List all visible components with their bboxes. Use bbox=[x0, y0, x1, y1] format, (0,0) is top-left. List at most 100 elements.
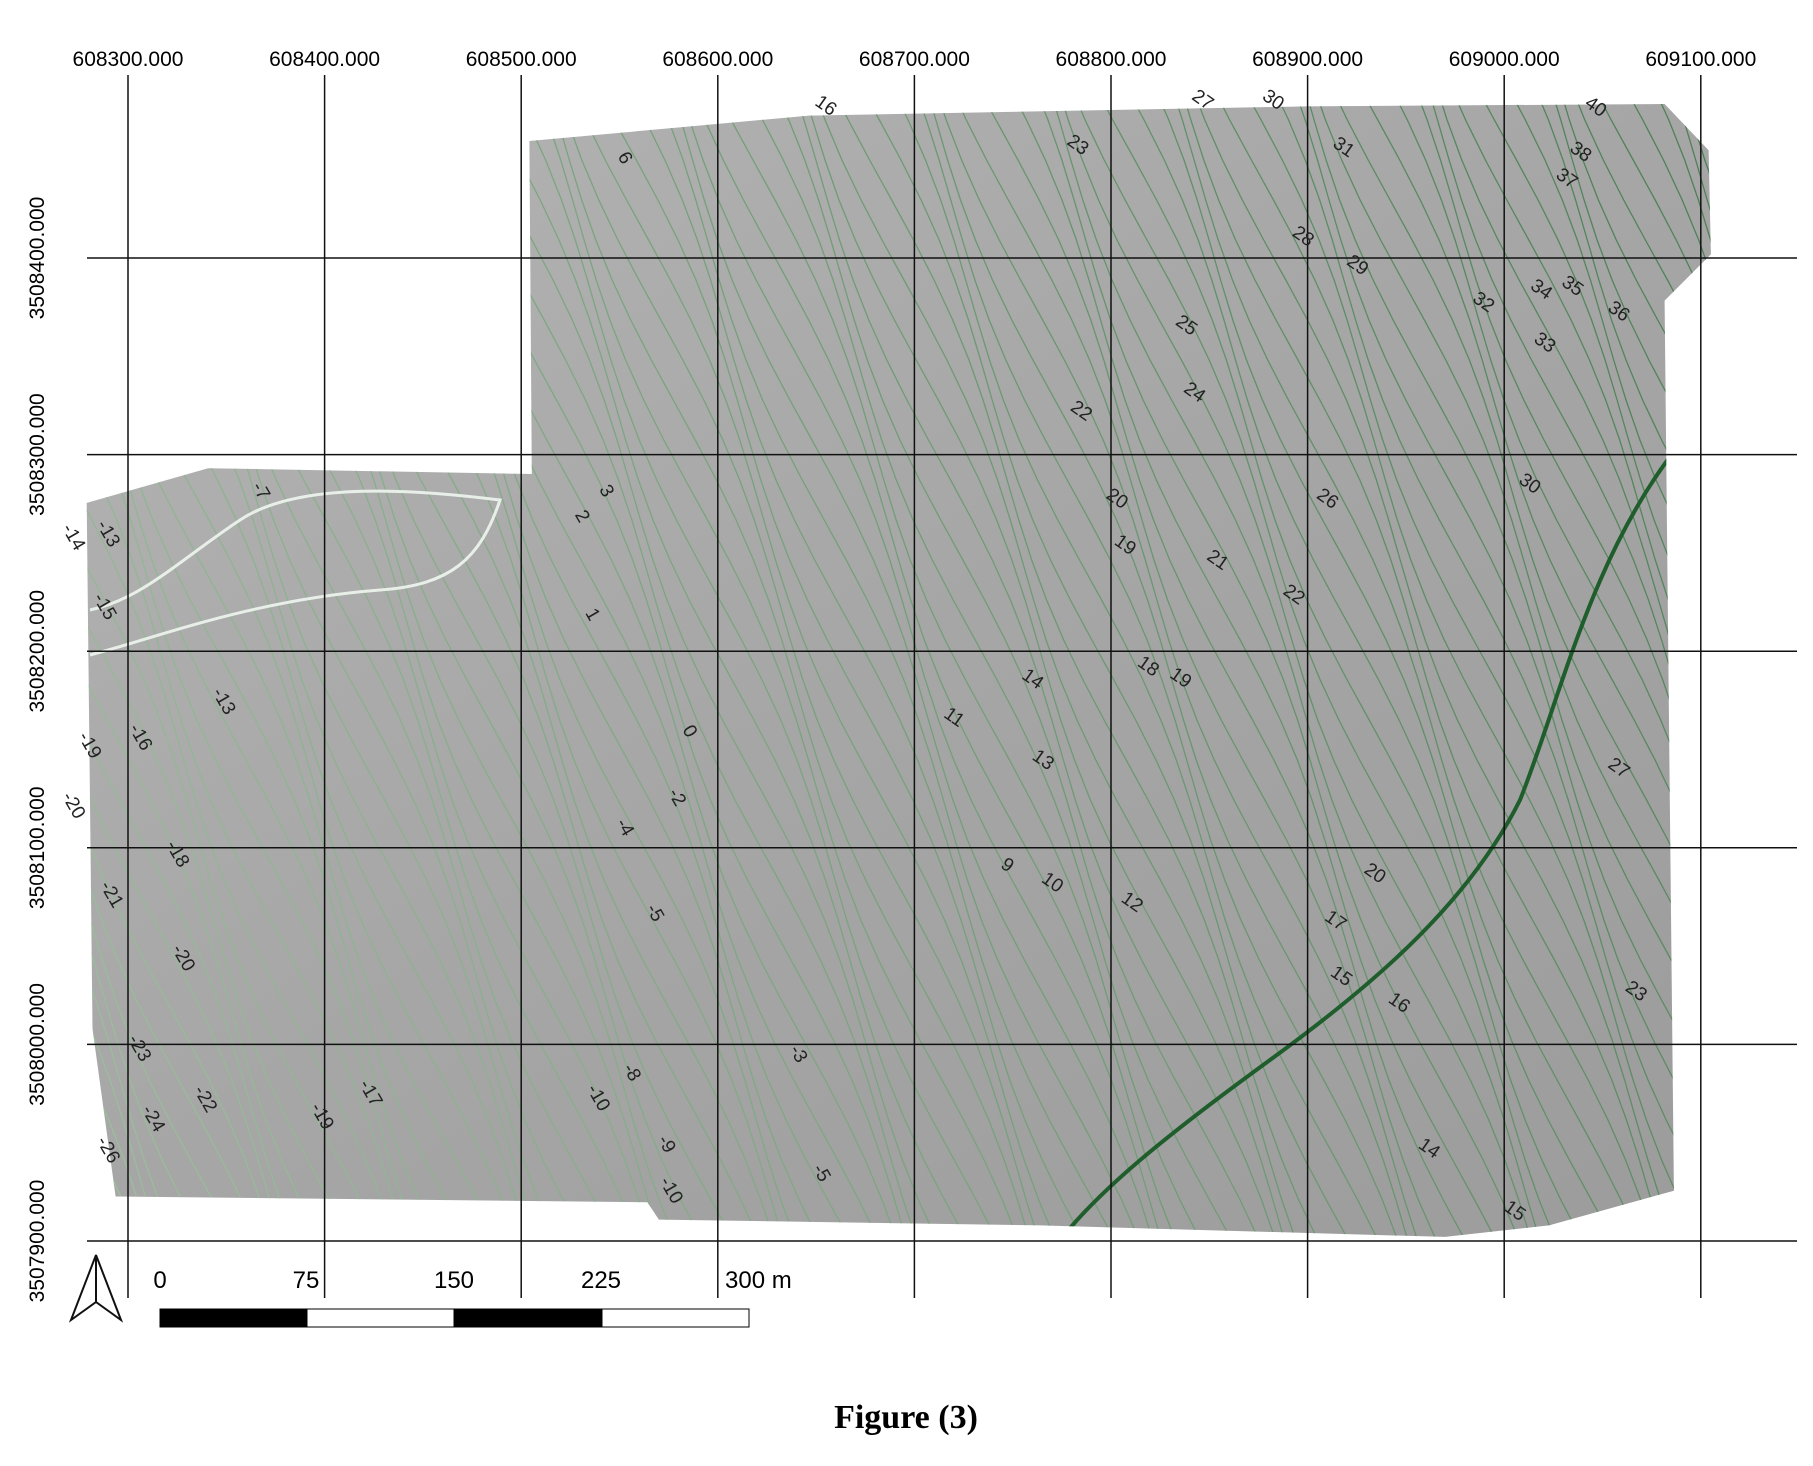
contour bbox=[947, 104, 1437, 1237]
x-grid-label: 609000.000 bbox=[1449, 48, 1560, 71]
contour bbox=[86, 104, 204, 1237]
contour bbox=[1425, 104, 1711, 1237]
contour bbox=[1055, 104, 1541, 1237]
contour bbox=[86, 104, 499, 1237]
contour bbox=[856, 104, 1349, 1237]
contour bbox=[1150, 104, 1640, 1237]
stream-channel bbox=[89, 489, 503, 657]
contour bbox=[911, 104, 1399, 1237]
x-grid-label: 608600.000 bbox=[662, 48, 773, 71]
contour bbox=[86, 104, 439, 1237]
contour bbox=[86, 104, 260, 1237]
contour bbox=[932, 104, 1419, 1237]
contour bbox=[800, 104, 1286, 1237]
contour bbox=[86, 104, 469, 1237]
grid: 608300.000 608400.000 608500.000 608600.000… bbox=[26, 48, 1797, 1302]
y-grid-label: 3508200.000 bbox=[26, 590, 49, 713]
x-grid-label: 608400.000 bbox=[269, 48, 380, 71]
contour bbox=[1355, 104, 1711, 1237]
contour bbox=[447, 104, 938, 1237]
contour bbox=[1046, 104, 1532, 1237]
x-grid-label: 609100.000 bbox=[1645, 48, 1756, 71]
contour bbox=[769, 104, 1260, 1237]
contour bbox=[86, 104, 274, 1237]
contour bbox=[86, 104, 235, 1237]
contour bbox=[86, 104, 283, 1237]
contour bbox=[506, 104, 998, 1237]
y-grid-label: 3508400.000 bbox=[26, 197, 49, 320]
contour bbox=[740, 104, 1233, 1237]
contour bbox=[86, 104, 380, 1237]
scale-label: 300 m bbox=[725, 1267, 792, 1294]
contour bbox=[1121, 104, 1614, 1237]
contour bbox=[86, 104, 406, 1237]
contour bbox=[0, 80, 26, 1240]
contour bbox=[86, 104, 160, 1237]
contour bbox=[592, 104, 1084, 1237]
contour bbox=[1269, 104, 1711, 1237]
y-grid-label: 3508000.000 bbox=[26, 983, 49, 1106]
x-grid-label: 608700.000 bbox=[859, 48, 970, 71]
contour bbox=[1503, 104, 1711, 1237]
contour bbox=[887, 104, 1379, 1237]
contour bbox=[1327, 104, 1711, 1237]
contour bbox=[709, 104, 1201, 1237]
x-grid-label: 608800.000 bbox=[1056, 48, 1167, 71]
contour bbox=[667, 104, 1154, 1237]
contour bbox=[545, 104, 1031, 1237]
contour bbox=[1067, 104, 1556, 1237]
contour bbox=[1547, 104, 1711, 1237]
contour bbox=[1168, 104, 1655, 1237]
contour bbox=[1531, 104, 1711, 1237]
contour-label: -20 bbox=[57, 788, 89, 822]
contour bbox=[789, 104, 1277, 1237]
x-grid-label: 608900.000 bbox=[1252, 48, 1363, 71]
contour bbox=[1556, 104, 1711, 1237]
contour bbox=[86, 104, 177, 1237]
contour bbox=[1568, 104, 1711, 1237]
north-arrow bbox=[68, 1254, 124, 1323]
contour bbox=[553, 104, 1040, 1237]
contour-label: -14 bbox=[57, 520, 89, 555]
contour bbox=[1208, 104, 1700, 1237]
stream-channel bbox=[1058, 448, 1677, 1237]
scale-label: 0 bbox=[153, 1267, 166, 1294]
contour bbox=[623, 104, 1116, 1237]
terrain-raster bbox=[86, 104, 1711, 1237]
contour bbox=[1178, 104, 1664, 1237]
contour bbox=[688, 104, 1176, 1237]
contour bbox=[809, 104, 1297, 1237]
x-grid-label: 608500.000 bbox=[466, 48, 577, 71]
contour bbox=[1310, 104, 1711, 1237]
scale-label: 150 bbox=[434, 1267, 474, 1294]
contour bbox=[973, 104, 1466, 1237]
contour bbox=[475, 104, 968, 1237]
caption: Figure (3) bbox=[834, 1399, 978, 1436]
scale-bar: 0 75 150 225 300 m bbox=[153, 1267, 792, 1328]
contour bbox=[1005, 104, 1497, 1237]
scale-label: 225 bbox=[581, 1267, 621, 1294]
contour bbox=[676, 104, 1162, 1237]
contour bbox=[1238, 104, 1711, 1237]
contour bbox=[1411, 104, 1711, 1237]
contour bbox=[923, 104, 1409, 1237]
contour bbox=[1031, 104, 1520, 1237]
y-grid-label: 3508100.000 bbox=[26, 786, 49, 909]
contour bbox=[567, 104, 1057, 1237]
contour bbox=[1090, 104, 1583, 1237]
contour bbox=[1472, 104, 1711, 1237]
contour bbox=[86, 104, 397, 1237]
scale-label: 75 bbox=[293, 1267, 320, 1294]
contour bbox=[0, 80, 17, 1240]
y-grid-label: 3507900.000 bbox=[26, 1180, 49, 1303]
contour bbox=[828, 104, 1319, 1237]
contour bbox=[1301, 104, 1711, 1237]
contour bbox=[531, 104, 1020, 1237]
x-grid-label: 608300.000 bbox=[73, 48, 184, 71]
contour bbox=[86, 104, 321, 1237]
contour bbox=[86, 104, 352, 1237]
contour bbox=[1188, 104, 1677, 1237]
contour bbox=[86, 104, 296, 1237]
contour bbox=[86, 104, 417, 1237]
